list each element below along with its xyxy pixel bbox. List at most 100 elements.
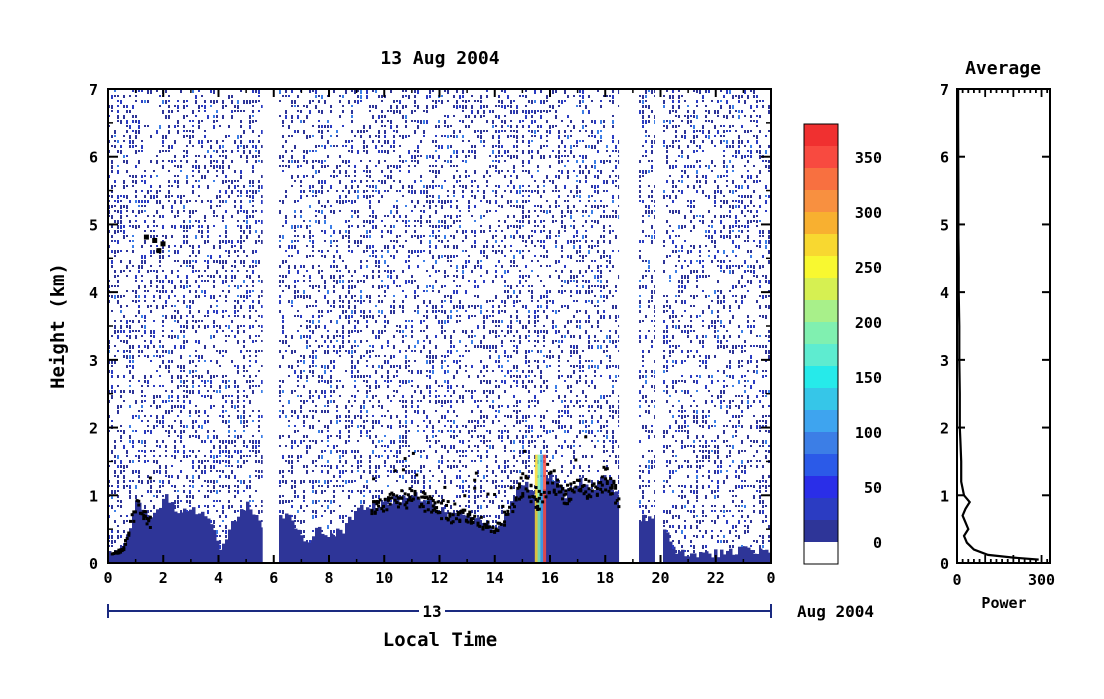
- noise-cell: [393, 390, 395, 392]
- noise-cell: [543, 240, 545, 243]
- noise-cell: [345, 350, 347, 352]
- noise-cell: [498, 115, 500, 119]
- noise-cell: [399, 170, 401, 172]
- noise-cell: [528, 335, 530, 337]
- noise-cell: [465, 450, 467, 452]
- noise-cell: [357, 360, 359, 364]
- noise-cell: [519, 300, 521, 302]
- noise-cell: [549, 300, 551, 302]
- noise-cell: [504, 390, 506, 393]
- noise-cell: [117, 385, 119, 387]
- noise-cell: [285, 150, 287, 153]
- noise-cell: [435, 390, 437, 392]
- noise-cell: [501, 440, 503, 442]
- noise-cell: [285, 415, 287, 418]
- boundary-layer-column: [552, 480, 556, 563]
- noise-cell: [258, 385, 260, 387]
- noise-cell: [495, 115, 497, 118]
- boundary-layer-column: [558, 484, 562, 563]
- noise-cell: [216, 470, 218, 472]
- noise-cell: [447, 145, 449, 149]
- noise-cell: [339, 315, 341, 319]
- noise-cell: [555, 310, 557, 314]
- noise-cell: [456, 150, 458, 154]
- noise-cell: [219, 515, 221, 518]
- noise-cell: [300, 400, 302, 402]
- noise-cell: [492, 310, 494, 313]
- noise-cell: [213, 430, 215, 432]
- noise-cell: [348, 225, 350, 228]
- noise-cell: [198, 385, 200, 387]
- noise-cell: [444, 295, 446, 298]
- noise-cell: [372, 270, 374, 273]
- noise-cell: [555, 390, 557, 392]
- noise-cell: [258, 510, 260, 514]
- noise-cell: [441, 430, 443, 433]
- noise-cell: [318, 180, 320, 184]
- noise-cell: [216, 165, 218, 168]
- noise-cell: [507, 135, 509, 138]
- noise-cell: [378, 330, 380, 334]
- noise-cell: [117, 490, 119, 492]
- noise-cell: [297, 445, 299, 447]
- noise-cell: [309, 480, 311, 483]
- noise-cell: [444, 400, 446, 404]
- noise-cell: [318, 250, 320, 252]
- noise-cell: [228, 490, 230, 493]
- noise-cell: [315, 300, 317, 303]
- noise-cell: [123, 390, 125, 393]
- noise-cell: [138, 160, 140, 164]
- noise-cell: [489, 500, 491, 503]
- noise-cell: [231, 505, 233, 508]
- noise-cell: [537, 305, 539, 308]
- noise-cell: [387, 445, 389, 448]
- noise-cell: [111, 365, 113, 367]
- noise-cell: [498, 385, 500, 388]
- noise-cell: [177, 450, 179, 453]
- noise-cell: [399, 445, 401, 449]
- noise-cell: [165, 450, 167, 452]
- noise-cell: [501, 370, 503, 372]
- noise-cell: [255, 260, 257, 264]
- noise-cell: [291, 335, 293, 339]
- boundary-layer-column: [549, 472, 553, 563]
- noise-cell: [522, 160, 524, 164]
- noise-cell: [285, 195, 287, 198]
- noise-cell: [201, 460, 203, 464]
- noise-cell: [249, 195, 251, 198]
- noise-cell: [465, 155, 467, 158]
- noise-cell: [291, 505, 293, 508]
- noise-cell: [456, 485, 458, 487]
- noise-cell: [381, 375, 383, 378]
- noise-cell: [246, 275, 248, 278]
- noise-cell: [456, 305, 458, 308]
- noise-cell: [144, 345, 146, 348]
- noise-cell: [234, 300, 236, 302]
- noise-cell: [198, 490, 200, 492]
- noise-cell: [192, 225, 194, 227]
- noise-cell: [315, 170, 317, 174]
- noise-cell: [405, 410, 407, 413]
- noise-cell: [135, 485, 137, 489]
- noise-cell: [132, 360, 134, 363]
- noise-cell: [417, 155, 419, 157]
- noise-cell: [312, 510, 314, 513]
- noise-cell: [306, 295, 308, 298]
- noise-cell: [351, 115, 353, 118]
- noise-cell: [258, 445, 260, 447]
- noise-cell: [441, 330, 443, 334]
- noise-cell: [132, 210, 134, 213]
- noise-cell: [279, 445, 281, 447]
- boundary-layer-column: [366, 507, 370, 563]
- noise-cell: [156, 495, 158, 498]
- noise-cell: [279, 210, 281, 214]
- noise-cell: [153, 225, 155, 227]
- noise-cell: [375, 480, 377, 482]
- noise-cell: [330, 305, 332, 307]
- noise-cell: [126, 355, 128, 359]
- noise-cell: [336, 130, 338, 133]
- noise-cell: [204, 465, 206, 469]
- noise-cell: [357, 440, 359, 442]
- noise-cell: [228, 440, 230, 444]
- noise-cell: [141, 480, 143, 484]
